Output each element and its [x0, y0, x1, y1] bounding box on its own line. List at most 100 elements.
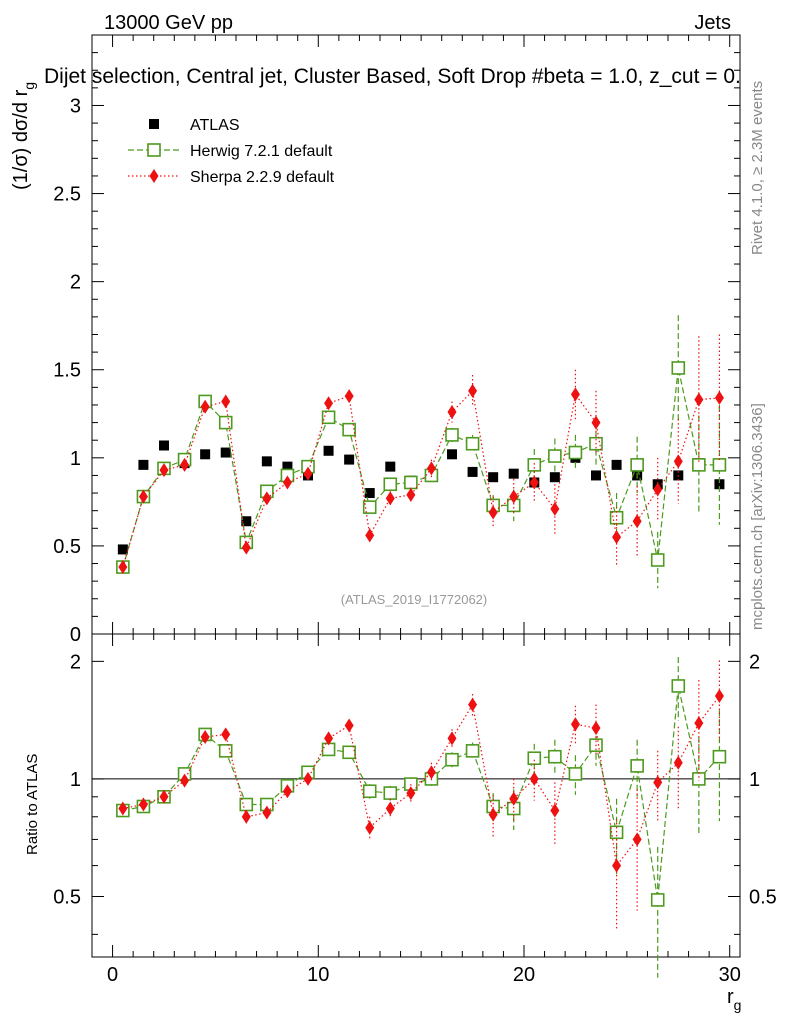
main-point-herwig: [630, 458, 644, 472]
main-point-sherpa: [324, 396, 334, 411]
main-point-sherpa: [714, 390, 724, 405]
ratio-point-sherpa: [426, 765, 436, 780]
main-point-sherpa: [303, 466, 313, 481]
ratio-series-sherpa: [118, 660, 724, 931]
legend-label: ATLAS: [190, 117, 240, 134]
ratio-point-sherpa: [303, 771, 313, 786]
main-point-data: [488, 472, 499, 483]
ratio-point-herwig: [362, 784, 377, 799]
main-point-data: [323, 445, 334, 456]
main-point-herwig: [465, 436, 480, 451]
ratio-point-sherpa: [673, 755, 683, 770]
main-point-data: [282, 461, 293, 472]
main-series-herwig: [116, 315, 727, 589]
y-tick-label: 3: [70, 95, 81, 117]
legend-marker-data: [149, 119, 159, 129]
ratio-point-sherpa: [653, 775, 663, 790]
x-tick-label: 30: [719, 964, 741, 986]
side-label-bottom: mcplots.cern.ch [arXiv:1306.3436]: [749, 403, 766, 630]
main-point-data: [385, 461, 396, 472]
main-point-herwig: [321, 410, 336, 425]
ratio-point-herwig: [712, 749, 727, 764]
main-point-herwig: [568, 445, 583, 460]
main-series-sherpa: [118, 334, 724, 575]
main-series-data: [117, 440, 725, 555]
ratio-point-herwig: [548, 749, 562, 764]
legend: ATLAS Herwig 7.2.1 default Sherpa 2.2.9 de…: [128, 117, 335, 186]
main-point-data: [344, 454, 355, 465]
main-point-sherpa: [673, 454, 683, 469]
ratio-point-herwig: [527, 751, 542, 765]
ratio-tick-label-right: 0.5: [749, 887, 777, 909]
main-point-sherpa: [221, 394, 231, 409]
ratio-point-herwig: [650, 893, 665, 907]
main-point-sherpa: [550, 501, 560, 516]
ratio-point-herwig: [630, 759, 644, 773]
y-tick-label: 2: [70, 272, 81, 294]
ratio-point-sherpa: [406, 786, 416, 801]
ratio-point-sherpa: [138, 797, 148, 812]
ratio-point-sherpa: [570, 717, 580, 732]
main-point-data: [467, 466, 478, 477]
ratio-axis-label: Ratio to ATLAS: [24, 754, 41, 855]
main-point-data: [200, 449, 211, 460]
main-point-data: [241, 516, 252, 527]
ratio-point-herwig: [218, 744, 233, 758]
main-point-sherpa: [365, 528, 375, 543]
ratio-point-sherpa: [385, 801, 395, 816]
main-point-data: [508, 468, 519, 479]
main-line-herwig: [122, 367, 720, 568]
watermark: (ATLAS_2019_I1772062): [341, 592, 487, 607]
main-point-herwig: [609, 510, 624, 525]
ratio-point-sherpa: [241, 809, 251, 824]
main-point-sherpa: [694, 392, 704, 407]
main-point-sherpa: [138, 489, 148, 504]
main-point-sherpa: [488, 505, 498, 520]
ratio-point-sherpa: [200, 730, 210, 745]
main-point-sherpa: [180, 457, 190, 472]
ratio-point-sherpa: [221, 727, 231, 742]
ratio-point-sherpa: [344, 718, 354, 733]
ratio-point-sherpa: [488, 807, 498, 822]
ratio-tick-label-right: 2: [749, 651, 760, 673]
main-point-herwig: [383, 477, 398, 492]
main-point-herwig: [404, 475, 418, 490]
ratio-tick-label-left: 0.5: [53, 887, 81, 909]
ratio-point-sherpa: [612, 858, 622, 873]
ratio-point-sherpa: [282, 784, 292, 799]
main-point-herwig: [362, 500, 377, 514]
main-point-sherpa: [509, 489, 519, 504]
ratio-series-herwig: [116, 657, 727, 978]
x-tick-label: 20: [513, 964, 535, 986]
ratio-tick-label-left: 1: [70, 769, 81, 791]
main-point-herwig: [650, 553, 665, 567]
ratio-point-sherpa: [159, 789, 169, 804]
main-point-sherpa: [344, 389, 354, 404]
ratio-point-sherpa: [118, 801, 128, 816]
chart-title: Dijet selection, Central jet, Cluster Ba…: [44, 65, 741, 88]
main-point-data: [364, 488, 375, 499]
ratio-point-herwig: [445, 752, 459, 767]
legend-marker-sherpa: [149, 169, 159, 183]
ratio-point-sherpa: [529, 771, 539, 786]
legend-label: Herwig 7.2.1 default: [190, 143, 333, 160]
ratio-point-sherpa: [180, 773, 190, 788]
main-point-sherpa: [447, 405, 457, 420]
main-point-sherpa: [426, 461, 436, 476]
main-point-data: [714, 479, 725, 490]
y-axis-label: (1/σ) dσ/d rg: [10, 82, 37, 190]
main-point-sherpa: [159, 463, 169, 478]
main-point-sherpa: [282, 475, 292, 490]
legend-label: Sherpa 2.2.9 default: [190, 169, 335, 186]
y-tick-label: 1: [70, 448, 81, 470]
ratio-point-sherpa: [509, 791, 519, 806]
main-point-sherpa: [406, 487, 416, 502]
ratio-point-herwig: [568, 767, 583, 781]
main-point-herwig: [218, 415, 233, 430]
main-point-sherpa: [241, 540, 251, 555]
main-point-herwig: [548, 449, 562, 463]
main-point-data: [220, 447, 231, 458]
ratio-point-herwig: [692, 772, 706, 786]
ratio-point-sherpa: [365, 820, 375, 835]
main-point-data: [549, 472, 560, 483]
